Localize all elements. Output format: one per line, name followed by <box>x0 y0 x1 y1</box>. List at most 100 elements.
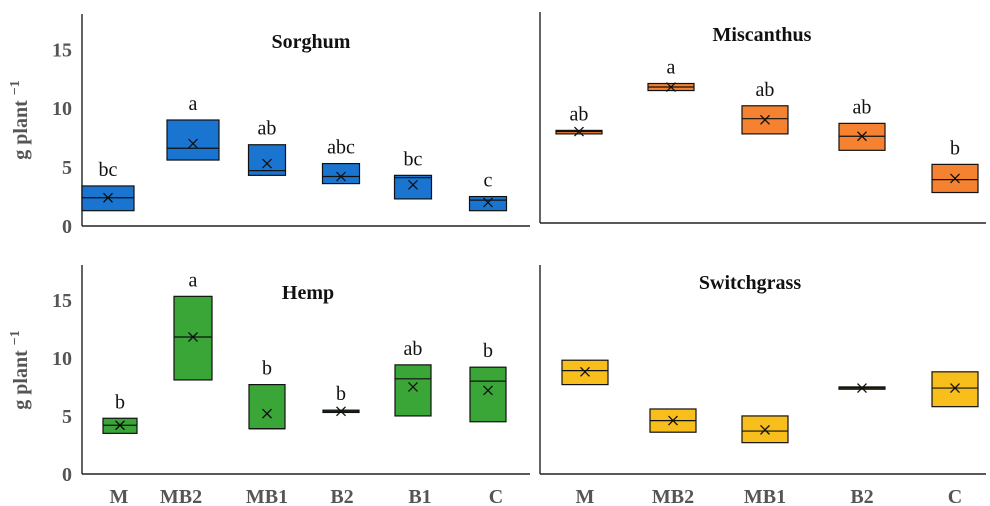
mean-marker <box>336 171 346 182</box>
significance-label: c <box>484 170 493 192</box>
mean-marker <box>408 179 418 190</box>
significance-label: bc <box>404 148 423 170</box>
box-B1: ab <box>394 338 432 417</box>
box-rect <box>166 119 220 161</box>
significance-label: a <box>189 93 198 115</box>
significance-label: ab <box>570 103 589 125</box>
x-tick-label: MB2 <box>160 486 202 506</box>
mean-marker <box>115 420 125 431</box>
y-tick-label: 15 <box>52 290 72 312</box>
mean-marker <box>857 131 867 142</box>
box-C: c <box>468 170 508 212</box>
box-M: b <box>102 391 138 434</box>
box-B2: abc <box>321 137 361 185</box>
box-MB2: a <box>173 269 213 381</box>
panel-sorghum: 0 5 10 15 Sorghum bc a ab abc bc c <box>52 14 530 238</box>
significance-label: ab <box>258 118 277 140</box>
box-MB1: b <box>248 358 286 430</box>
significance-label: b <box>950 137 960 159</box>
y-tick-label: 5 <box>62 157 72 179</box>
x-tick-label: C <box>948 486 962 506</box>
mean-marker <box>188 138 198 149</box>
mean-marker <box>408 381 418 392</box>
box-MB1: ab <box>247 118 287 176</box>
mean-marker <box>760 114 770 125</box>
y-tick-label: 10 <box>52 98 72 120</box>
x-tick-label: B2 <box>330 486 353 506</box>
panel-title: Sorghum <box>272 31 351 53</box>
significance-label: b <box>262 358 272 380</box>
y-axis-label: g plant −1 <box>8 330 32 409</box>
box-rect <box>931 371 979 408</box>
panel-miscanthus: Miscanthus ab a ab ab b <box>539 12 986 224</box>
panel-title: Hemp <box>282 282 334 304</box>
x-tick-label: M <box>110 486 129 506</box>
significance-label: b <box>336 383 346 405</box>
y-tick-label: 5 <box>62 406 72 428</box>
box-MB2 <box>649 408 697 433</box>
mean-marker <box>950 173 960 184</box>
box-B2: ab <box>838 96 886 151</box>
box-rect <box>321 162 361 185</box>
significance-label: bc <box>99 159 118 181</box>
mean-marker <box>188 332 198 342</box>
box-C <box>931 371 979 408</box>
panel-switchgrass: Switchgrass M MB2 MB1 B2 C <box>539 265 986 506</box>
box-rect <box>173 295 213 381</box>
box-rect <box>394 364 432 417</box>
x-tick-label: MB1 <box>744 486 786 506</box>
mean-marker <box>580 366 590 377</box>
box-rect <box>248 383 286 430</box>
x-tick-label: B1 <box>408 486 431 506</box>
mean-marker <box>262 158 272 169</box>
x-tick-label: M <box>576 486 595 506</box>
significance-label: b <box>115 391 125 413</box>
y-tick-label: 0 <box>62 464 72 486</box>
box-C: b <box>931 137 979 194</box>
y-axis-label: g plant −1 <box>8 80 32 159</box>
panel-title: Switchgrass <box>699 272 801 294</box>
box-rect <box>393 174 433 200</box>
box-B2 <box>838 383 886 394</box>
significance-label: ab <box>756 79 775 101</box>
box-B2: b <box>322 383 360 417</box>
significance-label: b <box>483 340 493 362</box>
x-tick-label: MB2 <box>652 486 694 506</box>
mean-marker <box>574 126 584 137</box>
box-MB2: a <box>166 93 220 161</box>
significance-label: ab <box>404 338 423 360</box>
significance-label: a <box>667 57 676 79</box>
x-tick-label: C <box>489 486 503 506</box>
y-tick-label: 10 <box>52 348 72 370</box>
mean-marker <box>668 415 678 426</box>
mean-marker <box>483 197 493 208</box>
significance-label: abc <box>327 137 355 159</box>
mean-marker <box>336 406 346 417</box>
box-C: b <box>469 340 507 423</box>
mean-marker <box>483 385 493 396</box>
mean-marker <box>103 192 113 203</box>
panel-title: Miscanthus <box>713 24 812 46</box>
significance-label: a <box>189 269 198 291</box>
box-M <box>561 359 609 386</box>
box-MB2: a <box>647 57 695 92</box>
mean-marker <box>857 383 867 394</box>
mean-marker <box>950 383 960 394</box>
x-tick-label: MB1 <box>246 486 288 506</box>
box-rect <box>468 195 508 212</box>
mean-marker <box>760 424 770 435</box>
box-M: bc <box>81 159 135 212</box>
box-MB1 <box>741 415 789 444</box>
box-rect <box>469 366 507 423</box>
mean-marker <box>262 408 272 419</box>
y-tick-label: 0 <box>62 216 72 238</box>
box-MB1: ab <box>741 79 789 135</box>
y-tick-label: 15 <box>52 39 72 61</box>
x-tick-label: B2 <box>850 486 873 506</box>
significance-label: ab <box>853 96 872 118</box>
mean-marker <box>666 82 676 92</box>
box-B1: bc <box>393 148 433 200</box>
box-M: ab <box>555 103 603 137</box>
